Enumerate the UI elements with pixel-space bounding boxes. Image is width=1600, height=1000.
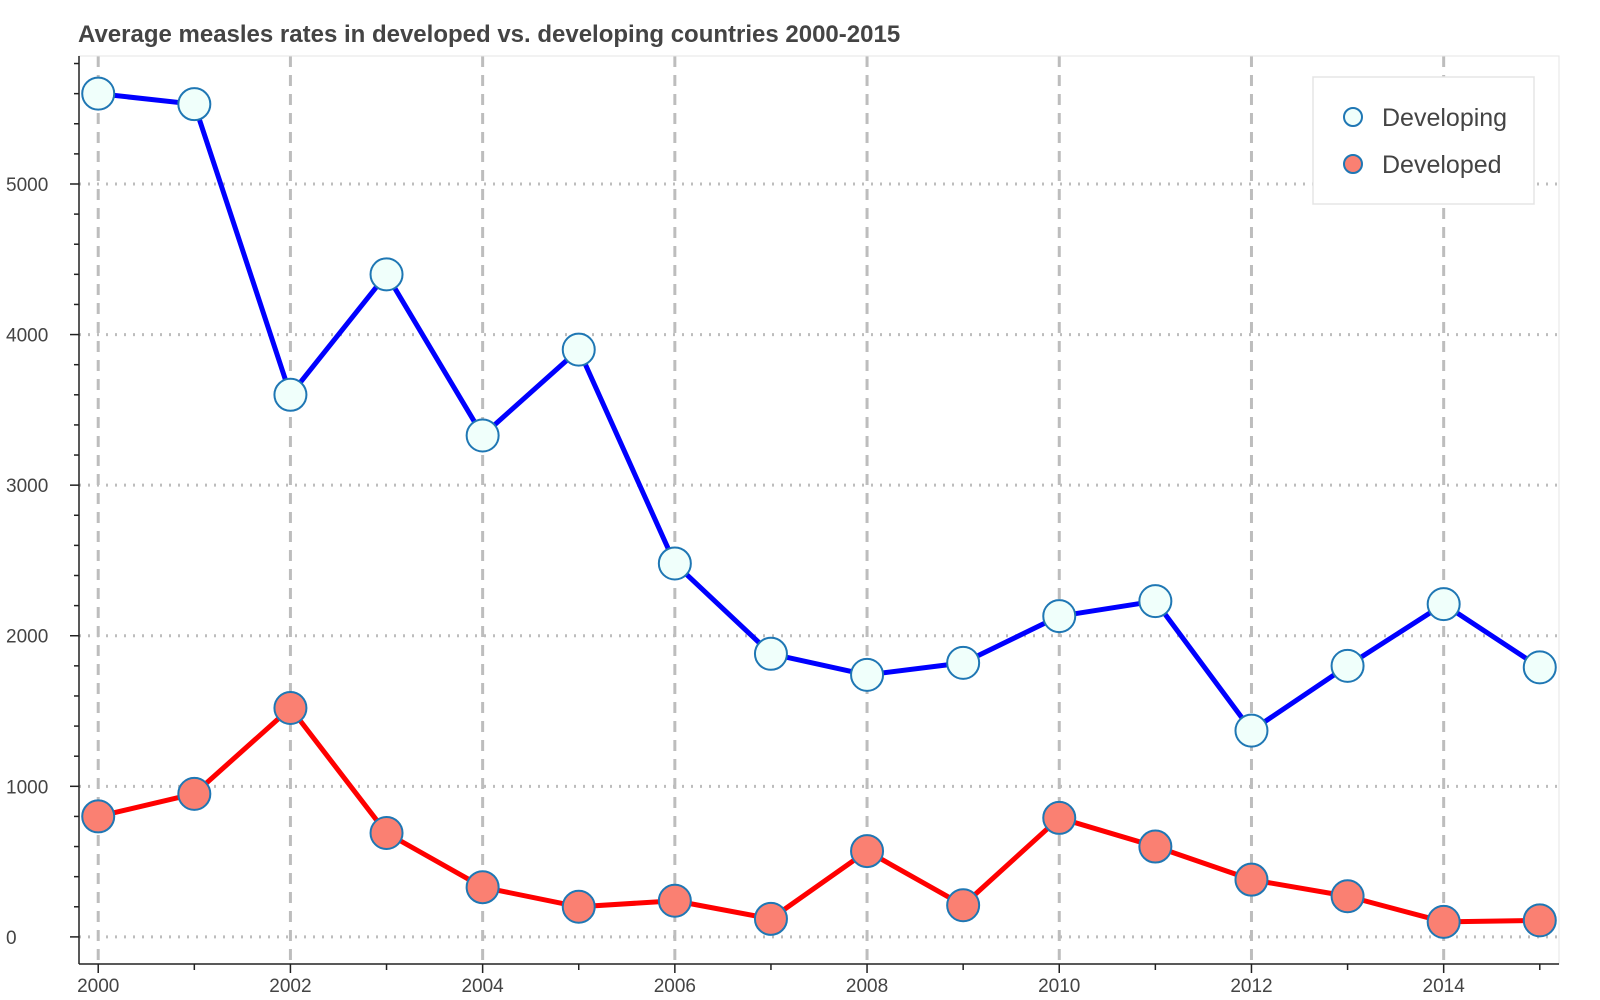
x-tick-label: 2008 xyxy=(846,976,888,997)
x-tick-label: 2004 xyxy=(461,976,504,997)
developed-legend-label: Developed xyxy=(1382,151,1502,179)
developed-point xyxy=(465,870,500,905)
y-tick-label: 1000 xyxy=(6,777,48,798)
series-layer xyxy=(81,76,1557,939)
developing-point xyxy=(81,76,116,111)
legend-box xyxy=(1312,76,1535,205)
developing-point xyxy=(273,377,308,412)
developing-legend-swatch xyxy=(1343,107,1363,127)
developed-point xyxy=(81,799,116,834)
developing-point xyxy=(946,645,981,680)
developed-point xyxy=(1426,904,1461,939)
developed-point xyxy=(273,691,308,726)
developed-point xyxy=(1522,903,1557,938)
developed-point xyxy=(946,888,981,923)
developed-point xyxy=(1234,862,1269,897)
y-tick-label: 2000 xyxy=(6,627,48,648)
developing-point xyxy=(657,546,692,581)
axes: 2000 2002 2004 2006 2008 2010 2012 2014 0 1000 200… xyxy=(6,56,1559,997)
developing-point xyxy=(1330,648,1365,683)
x-tick-label: 2002 xyxy=(269,976,311,997)
y-tick-label: 3000 xyxy=(6,476,48,497)
developed-point xyxy=(177,776,212,811)
x-tick-label: 2000 xyxy=(77,976,119,997)
developed-point xyxy=(1330,879,1365,914)
chart-title: Average measles rates in developed vs. d… xyxy=(78,21,900,48)
developing-point xyxy=(177,87,212,122)
developing-point xyxy=(1522,650,1557,685)
developing-legend-label: Developing xyxy=(1382,104,1507,132)
developing-point xyxy=(1042,599,1077,634)
developed-point xyxy=(657,883,692,918)
developing-point xyxy=(753,636,788,671)
developing-point xyxy=(369,257,404,292)
developed-point xyxy=(369,815,404,850)
developing-point xyxy=(465,418,500,453)
x-tick-label: 2010 xyxy=(1038,976,1080,997)
y-tick-label: 0 xyxy=(6,928,17,949)
developed-point xyxy=(753,901,788,936)
developing-point xyxy=(1138,584,1173,619)
developing-point xyxy=(1234,713,1269,748)
developing-point xyxy=(561,332,596,367)
legend: Developing Developed xyxy=(1312,76,1535,205)
developed-point xyxy=(1138,829,1173,864)
developed-legend-swatch xyxy=(1343,154,1363,174)
x-tick-label: 2014 xyxy=(1423,976,1466,997)
developed-series-line xyxy=(97,705,1540,925)
x-tick-label: 2006 xyxy=(654,976,696,997)
developing-point xyxy=(1426,587,1461,622)
developed-point xyxy=(850,834,885,869)
developing-series-line xyxy=(97,91,1542,734)
y-tick-label: 4000 xyxy=(6,326,48,347)
x-tick-label: 2012 xyxy=(1230,976,1272,997)
y-tick-label: 5000 xyxy=(6,175,48,196)
developing-point xyxy=(850,657,885,692)
developed-point xyxy=(1042,800,1077,835)
developed-point xyxy=(561,889,596,924)
